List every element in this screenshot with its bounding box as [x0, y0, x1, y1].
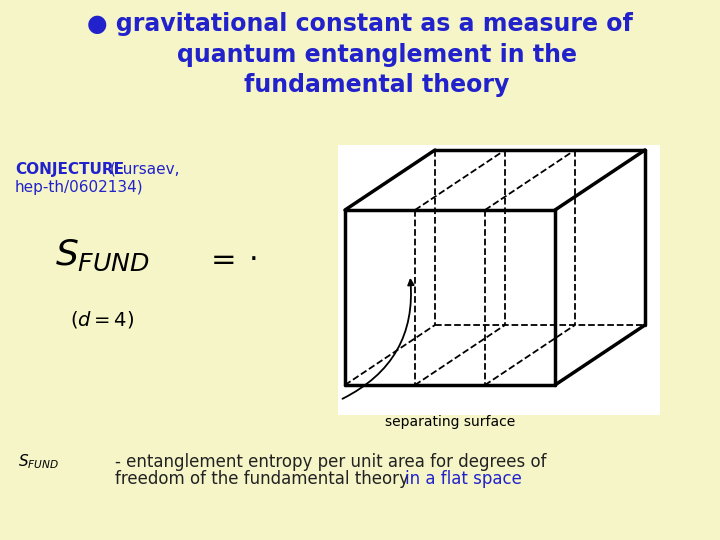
Bar [338, 145, 660, 415]
Text: - entanglement entropy per unit area for degrees of: - entanglement entropy per unit area for… [115, 453, 546, 471]
Text: separating surface: separating surface [385, 415, 515, 429]
Text: freedom of the fundamental theory: freedom of the fundamental theory [115, 470, 414, 488]
Text: $\mathit{S}_{FUND}$: $\mathit{S}_{FUND}$ [18, 453, 59, 471]
Text: ● gravitational constant as a measure of
    quantum entanglement in the
    fun: ● gravitational constant as a measure of… [87, 12, 633, 97]
Text: $\mathit{S}_{FUND}$: $\mathit{S}_{FUND}$ [55, 238, 150, 273]
Text: (Fursaev,: (Fursaev, [110, 162, 181, 177]
FancyArrowPatch shape [343, 280, 414, 399]
Text: $(d = 4)$: $(d = 4)$ [70, 309, 135, 330]
Text: CONJECTURE: CONJECTURE [15, 162, 124, 177]
Text: in a flat space: in a flat space [405, 470, 522, 488]
Text: hep-th/0602134): hep-th/0602134) [15, 180, 143, 195]
Text: $= \cdot$: $= \cdot$ [205, 244, 257, 273]
